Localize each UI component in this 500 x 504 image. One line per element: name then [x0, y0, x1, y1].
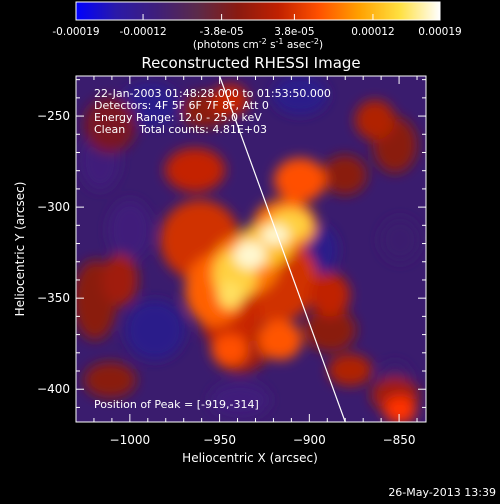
y-tick-label: −300 [37, 200, 70, 214]
emission-blob [380, 218, 420, 262]
info-line-detectors: Detectors: 4F 5F 6F 7F 8F, Att 0 [94, 99, 269, 112]
emission-blob [165, 148, 225, 192]
y-tick-label: −250 [37, 109, 70, 123]
emission-blob [261, 225, 289, 245]
x-tick-label: −1000 [110, 433, 151, 447]
emission-blob [384, 396, 416, 422]
heatmap-image [76, 76, 426, 422]
emission-blob [84, 362, 136, 398]
emission-blob [212, 334, 248, 366]
info-line-counts: Clean Total counts: 4.81E+03 [94, 123, 267, 136]
emission-blob [310, 273, 350, 317]
emission-blob [274, 158, 326, 202]
solar-limb-line [219, 76, 346, 422]
emission-blob [212, 84, 248, 116]
x-axis-label: Heliocentric X (arcsec) [182, 451, 318, 465]
info-text: 22-Jan-2003 01:48:28.000 to 01:53:50.000… [94, 87, 331, 411]
emission-blob [120, 83, 180, 127]
colorbar-ticks: -0.00019 -0.00012 -3.8e-05 3.8e-05 0.00012 0.… [52, 14, 462, 38]
emission-blob [304, 308, 356, 352]
emission-blob [84, 97, 136, 153]
x-tick-label: −900 [293, 433, 326, 447]
axis-ticks: −1000 −950 −900 −850 −250 −300 −350 −400 [37, 76, 426, 447]
emission-blob [272, 76, 328, 115]
colorbar-unit-label: (photons cm-2 s-1 asec-2) [193, 37, 323, 51]
peak-position-label: Position of Peak = [-919,-314] [94, 398, 259, 411]
emission-blob [218, 281, 242, 309]
x-tick-label: −950 [203, 433, 236, 447]
emission-blob [323, 155, 367, 195]
colorbar-tick-label: 3.8e-05 [274, 26, 314, 38]
colorbar-gradient [75, 1, 441, 21]
colorbar: -0.00019 -0.00012 -3.8e-05 3.8e-05 0.00012 0.… [52, 1, 462, 51]
emission-blob [108, 200, 152, 260]
emission-blob [234, 241, 266, 269]
footer-timestamp: 26-May-2013 13:39 [388, 486, 496, 499]
info-line-energy: Energy Range: 12.0 - 25.0 keV [94, 111, 262, 124]
colorbar-tick-label: -0.00012 [119, 26, 166, 38]
heatmap-blobs [76, 76, 420, 422]
info-line-time: 22-Jan-2003 01:48:28.000 to 01:53:50.000 [94, 87, 331, 100]
colorbar-tick-label: 0.00012 [351, 26, 394, 38]
y-tick-label: −400 [37, 382, 70, 396]
emission-blob [258, 320, 302, 360]
emission-blob [328, 354, 372, 386]
colorbar-tick-label: -3.8e-05 [200, 26, 244, 38]
y-tick-label: −350 [37, 291, 70, 305]
plot-title: Reconstructed RHESSI Image [141, 54, 360, 72]
emission-blob [102, 254, 138, 306]
x-tick-label: −850 [383, 433, 416, 447]
plot-frame [75, 75, 427, 423]
colorbar-tick-label: 0.00019 [418, 26, 461, 38]
colorbar-tick-label: -0.00019 [52, 26, 99, 38]
emission-blob [125, 300, 185, 360]
y-axis-label: Heliocentric Y (arcsec) [13, 182, 27, 317]
emission-blob [355, 100, 395, 140]
emission-blob [210, 382, 270, 418]
